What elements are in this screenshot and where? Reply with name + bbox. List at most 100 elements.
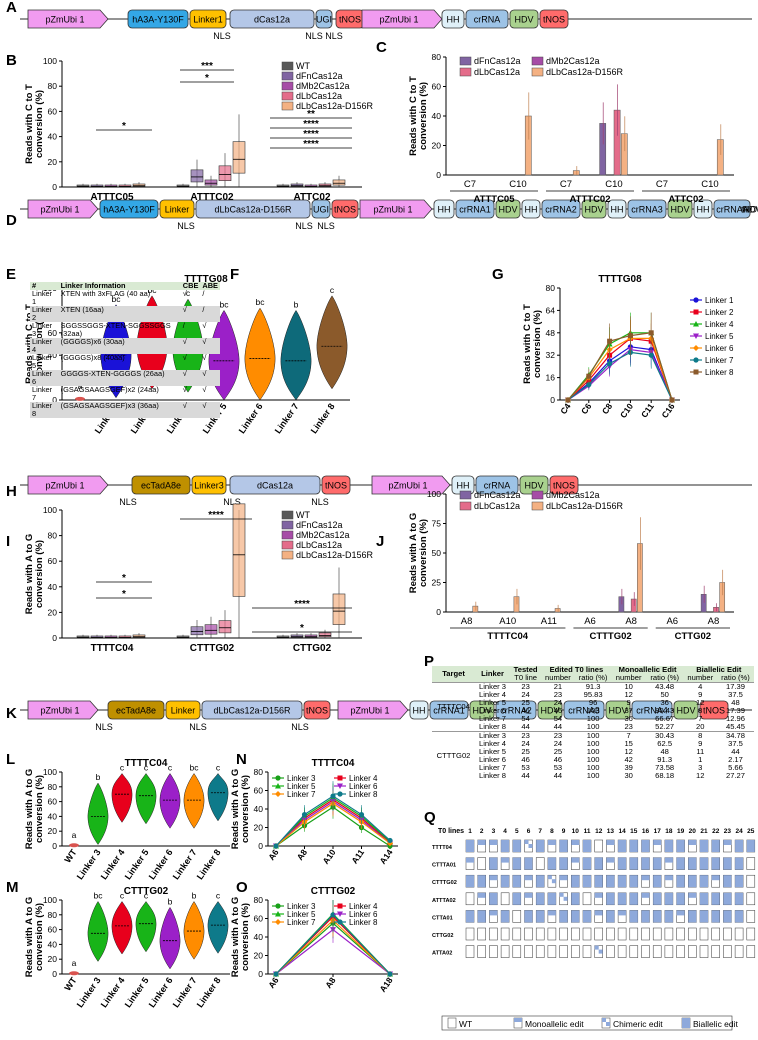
construct-block: HDV	[509, 9, 539, 29]
y-tick-label: 40	[48, 939, 58, 949]
bar-mark	[700, 594, 707, 613]
y-tick-label: 0	[52, 841, 57, 851]
y-axis-label: conversion (%)	[34, 540, 45, 608]
p-table-cell: 30.43	[645, 731, 684, 740]
sig-letter: c	[168, 762, 173, 772]
legend-entry: dLbCas12a-D156R	[546, 501, 624, 511]
sig-star: *	[122, 121, 126, 132]
sig-letter: b	[168, 896, 173, 906]
p-table-cell: 12	[624, 690, 633, 699]
q-cell-fill	[700, 840, 708, 852]
legend-swatch	[281, 540, 294, 550]
q-cell-fill	[598, 949, 603, 954]
p-table-cell: Linker 7	[479, 714, 507, 723]
line-point	[648, 352, 654, 358]
q-cell-fill	[688, 875, 697, 888]
q-cell-fill	[477, 910, 486, 923]
line-point	[275, 783, 281, 789]
y-tick-label: 48	[546, 328, 556, 338]
q-cell-fill	[547, 875, 552, 880]
p-table-cell: 5.66	[728, 763, 743, 772]
p-table-cell: 37.5	[728, 690, 743, 699]
construct-block: tNOS	[331, 199, 359, 219]
nls-label: NLS	[95, 722, 113, 732]
linker-table-row: Linker 7 (GSAGSAAGSGEF)x2 (24aa) √ √	[30, 386, 220, 402]
legend-entry: dLbCas12a	[474, 67, 520, 77]
p-table-cell: 4	[683, 682, 717, 691]
p-table-cell: 54	[521, 714, 530, 723]
p-table-cell: Linker 6	[479, 706, 507, 715]
p-table-cell: 17.39	[725, 706, 745, 715]
q-target-label: CTTTG02	[432, 880, 457, 886]
y-axis-label: conversion (%)	[34, 90, 45, 158]
linker-table-header: #	[30, 282, 59, 290]
linker-table-cell: √	[202, 385, 207, 394]
p-header: Linker	[481, 669, 504, 678]
y-axis-label: Reads with A to G	[24, 897, 35, 978]
violin-mark	[159, 773, 181, 829]
svg-text:Linker3: Linker3	[194, 481, 224, 491]
q-cell-fill	[700, 875, 708, 888]
q-cell-fill	[664, 892, 673, 905]
y-tick-label: 80	[432, 52, 442, 62]
legend-swatch	[459, 490, 472, 500]
linker-table-row: Linker 6 GGGGS-XTEN-GGGGS (26aa) √ √	[30, 370, 220, 386]
legend-swatch	[281, 550, 294, 560]
y-tick-label: 100	[43, 56, 57, 66]
p-table-cell: 100	[574, 731, 612, 740]
q-cell-fill	[489, 892, 498, 905]
svg-text:tNOS: tNOS	[334, 205, 356, 215]
q-cell	[652, 927, 662, 941]
p-table-cell: 20	[696, 722, 705, 731]
line-point	[693, 345, 699, 351]
q-cell	[688, 927, 697, 941]
q-cell	[723, 945, 732, 958]
q-cell-fill	[594, 945, 599, 950]
svg-text:Linker: Linker	[171, 706, 196, 716]
svg-text:HH: HH	[413, 706, 426, 716]
group-label: CTTTG02	[589, 631, 631, 642]
category-label: ATTTC02	[190, 192, 234, 203]
category-label: Linker 8	[195, 847, 223, 881]
construct-block: HH	[409, 700, 429, 720]
line-point	[693, 333, 699, 339]
legend-entry: dFnCas12a	[296, 520, 343, 530]
y-tick-label: 60	[48, 328, 58, 338]
q-cell	[547, 927, 557, 941]
linker-table-cell: /	[200, 306, 220, 322]
p-table-cell: Linker 5	[479, 747, 507, 756]
q-cell-fill	[688, 857, 697, 870]
construct-block: tNOS	[741, 205, 758, 215]
p-table-cell: 91.3	[657, 755, 673, 764]
q-cell	[606, 927, 615, 941]
line-point	[275, 911, 281, 917]
sig-star: ****	[208, 510, 224, 521]
p-table-cell: 23	[510, 682, 542, 691]
sig-letter: bc	[256, 297, 266, 307]
construct-block: crRNA	[475, 475, 519, 495]
svg-text:crRNA3: crRNA3	[631, 205, 663, 215]
svg-text:HH: HH	[438, 205, 451, 215]
line-point	[275, 791, 281, 797]
sig-letter: c	[120, 762, 125, 772]
chart-title: CTTTG02	[124, 886, 169, 897]
p-table-cell: 53	[553, 763, 563, 772]
p-table-cell: 50	[660, 690, 669, 699]
series-line	[567, 346, 673, 401]
p-header: Tested	[513, 665, 538, 674]
position-label: A11	[541, 616, 557, 627]
chart-title: TTTTG08	[184, 274, 228, 285]
y-tick-label: 20	[48, 157, 58, 167]
p-table-cell: 100	[586, 755, 600, 764]
p-header: Edited T0 lines	[549, 665, 604, 674]
construct-block: pZmUbi 1	[337, 700, 409, 720]
construct-block: dLbCas12a-D156R	[195, 199, 311, 219]
line-point	[330, 793, 336, 799]
y-tick-label: 60	[254, 914, 264, 924]
q-cell	[465, 927, 475, 941]
p-table-cell: 100	[586, 706, 600, 715]
q-cell-fill	[688, 840, 697, 845]
q-cell-fill	[629, 857, 638, 870]
line-point	[358, 811, 365, 818]
